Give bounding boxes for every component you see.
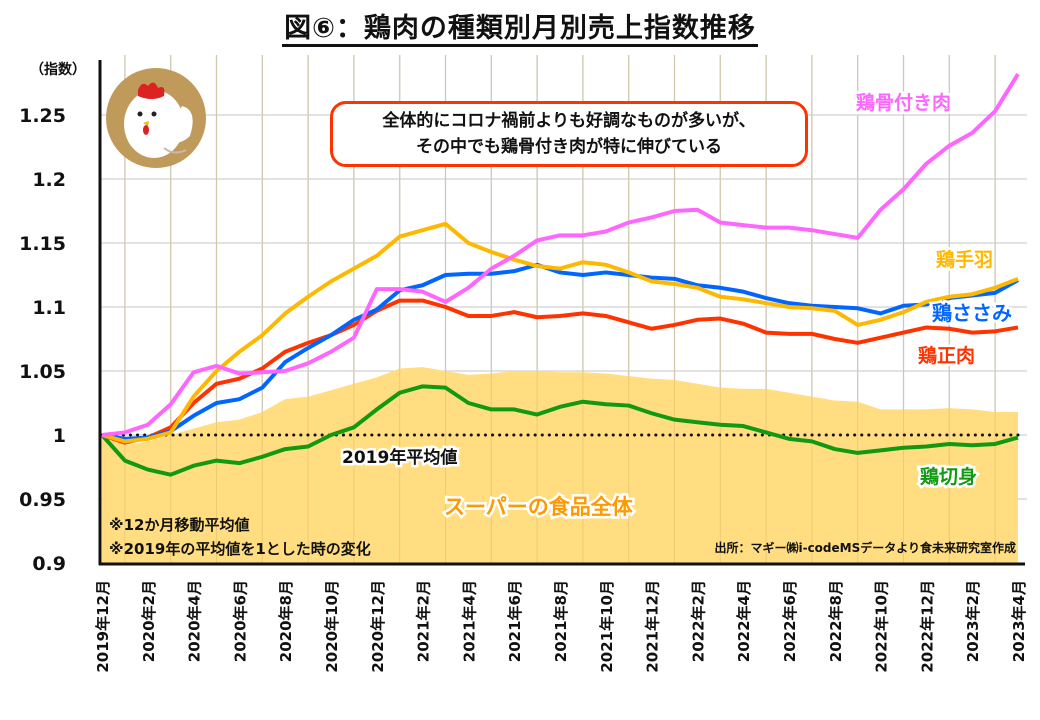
x-tick-label: 2020年12月 [369,580,387,673]
y-tick-label: 1 [53,425,66,447]
label-tenderloin-halo: 鶏ささみ [932,301,1012,325]
label-wings-halo: 鶏手羽 [936,248,993,271]
label-meat: 鶏正肉 [918,344,975,367]
note-2: ※2019年の平均値を1とした時の変化 [109,540,371,558]
label-cut: 鶏切身 [920,465,977,488]
chart-title: 図⑥：鶏肉の種類別月別売上指数推移 [0,6,1040,47]
x-tick-label: 2022年2月 [689,580,707,662]
x-tick-label: 2021年8月 [552,580,570,662]
y-tick-label: 1.15 [19,233,66,255]
callout-line-1: 全体的にコロナ禍前よりも好調なものが多いが、 [382,111,756,131]
axes [98,60,1025,566]
label-food-total-halo: スーパーの食品全体 [444,495,634,519]
label-food-total: スーパーの食品全体 [444,495,634,519]
callout-line-2: その中でも鶏骨付き肉が特に伸びている [416,137,722,157]
x-tick-label: 2020年2月 [140,580,158,662]
x-tick-label: 2022年8月 [827,580,845,662]
label-wings: 鶏手羽 [936,248,993,271]
y-axis-unit-label: （指数） [30,61,86,78]
y-tick-label: 1.05 [19,361,66,383]
y-axis-ticks: 0.9 0.95 1 1.05 1.1 1.15 1.2 1.25 （指数） [19,61,86,575]
series-labels: 鶏骨付き肉鶏骨付き肉鶏手羽鶏手羽鶏ささみ鶏ささみ鶏正肉鶏正肉鶏切身鶏切身2019… [109,89,1016,559]
series-line-0 [101,72,1020,437]
label-bone-in: 鶏骨付き肉 [856,91,951,114]
y-tick-label: 1.1 [32,297,66,319]
x-tick-label: 2020年6月 [231,580,249,662]
series-line-1 [101,221,1019,444]
x-tick-label: 2022年4月 [735,580,753,662]
x-tick-label: 2021年10月 [598,580,616,673]
x-tick-label: 2021年12月 [644,580,662,673]
x-tick-label: 2023年4月 [1010,580,1028,662]
x-tick-label: 2019年12月 [94,580,112,673]
series-line-2 [101,262,1019,441]
x-tick-label: 2022年6月 [781,580,799,662]
x-tick-label: 2023年2月 [964,580,982,662]
x-tick-label: 2020年10月 [323,580,341,673]
label-baseline-halo: 2019年平均値 [342,447,457,468]
area-food-total [102,367,1018,563]
y-tick-label: 1.2 [32,169,66,191]
y-tick-label: 0.95 [19,489,66,511]
callout-box: 全体的にコロナ禍前よりも好調なものが多いが、 その中でも鶏骨付き肉が特に伸びてい… [330,101,808,167]
series-lines [100,72,1020,477]
label-bone-in-halo: 鶏骨付き肉 [856,91,951,114]
x-tick-label: 2020年4月 [186,580,204,662]
x-tick-label: 2021年4月 [460,580,478,662]
x-tick-label: 2021年2月 [415,580,433,662]
label-tenderloin: 鶏ささみ [932,301,1012,325]
label-baseline: 2019年平均値 [342,447,457,468]
label-cut-halo: 鶏切身 [920,465,977,488]
chicken-icon [104,66,208,170]
chart-title-text: 図⑥：鶏肉の種類別月別売上指数推移 [282,13,758,47]
source-note: 出所：マギー㈱i-codeMSデータより食未来研究室作成 [714,540,1016,555]
x-tick-label: 2020年8月 [277,580,295,662]
note-1: ※12か月移動平均値 [109,516,249,534]
y-tick-label: 1.25 [19,105,66,127]
y-tick-label: 0.9 [32,553,66,575]
series-line-4 [100,384,1019,477]
x-tick-label: 2022年12月 [918,580,936,673]
x-tick-label: 2021年6月 [506,580,524,662]
label-meat-halo: 鶏正肉 [918,344,975,367]
x-axis-ticks: 2019年12月 2020年2月 2020年4月 2020年6月 2020年8月 2020… [94,580,1028,673]
x-tick-label: 2022年10月 [873,580,891,673]
